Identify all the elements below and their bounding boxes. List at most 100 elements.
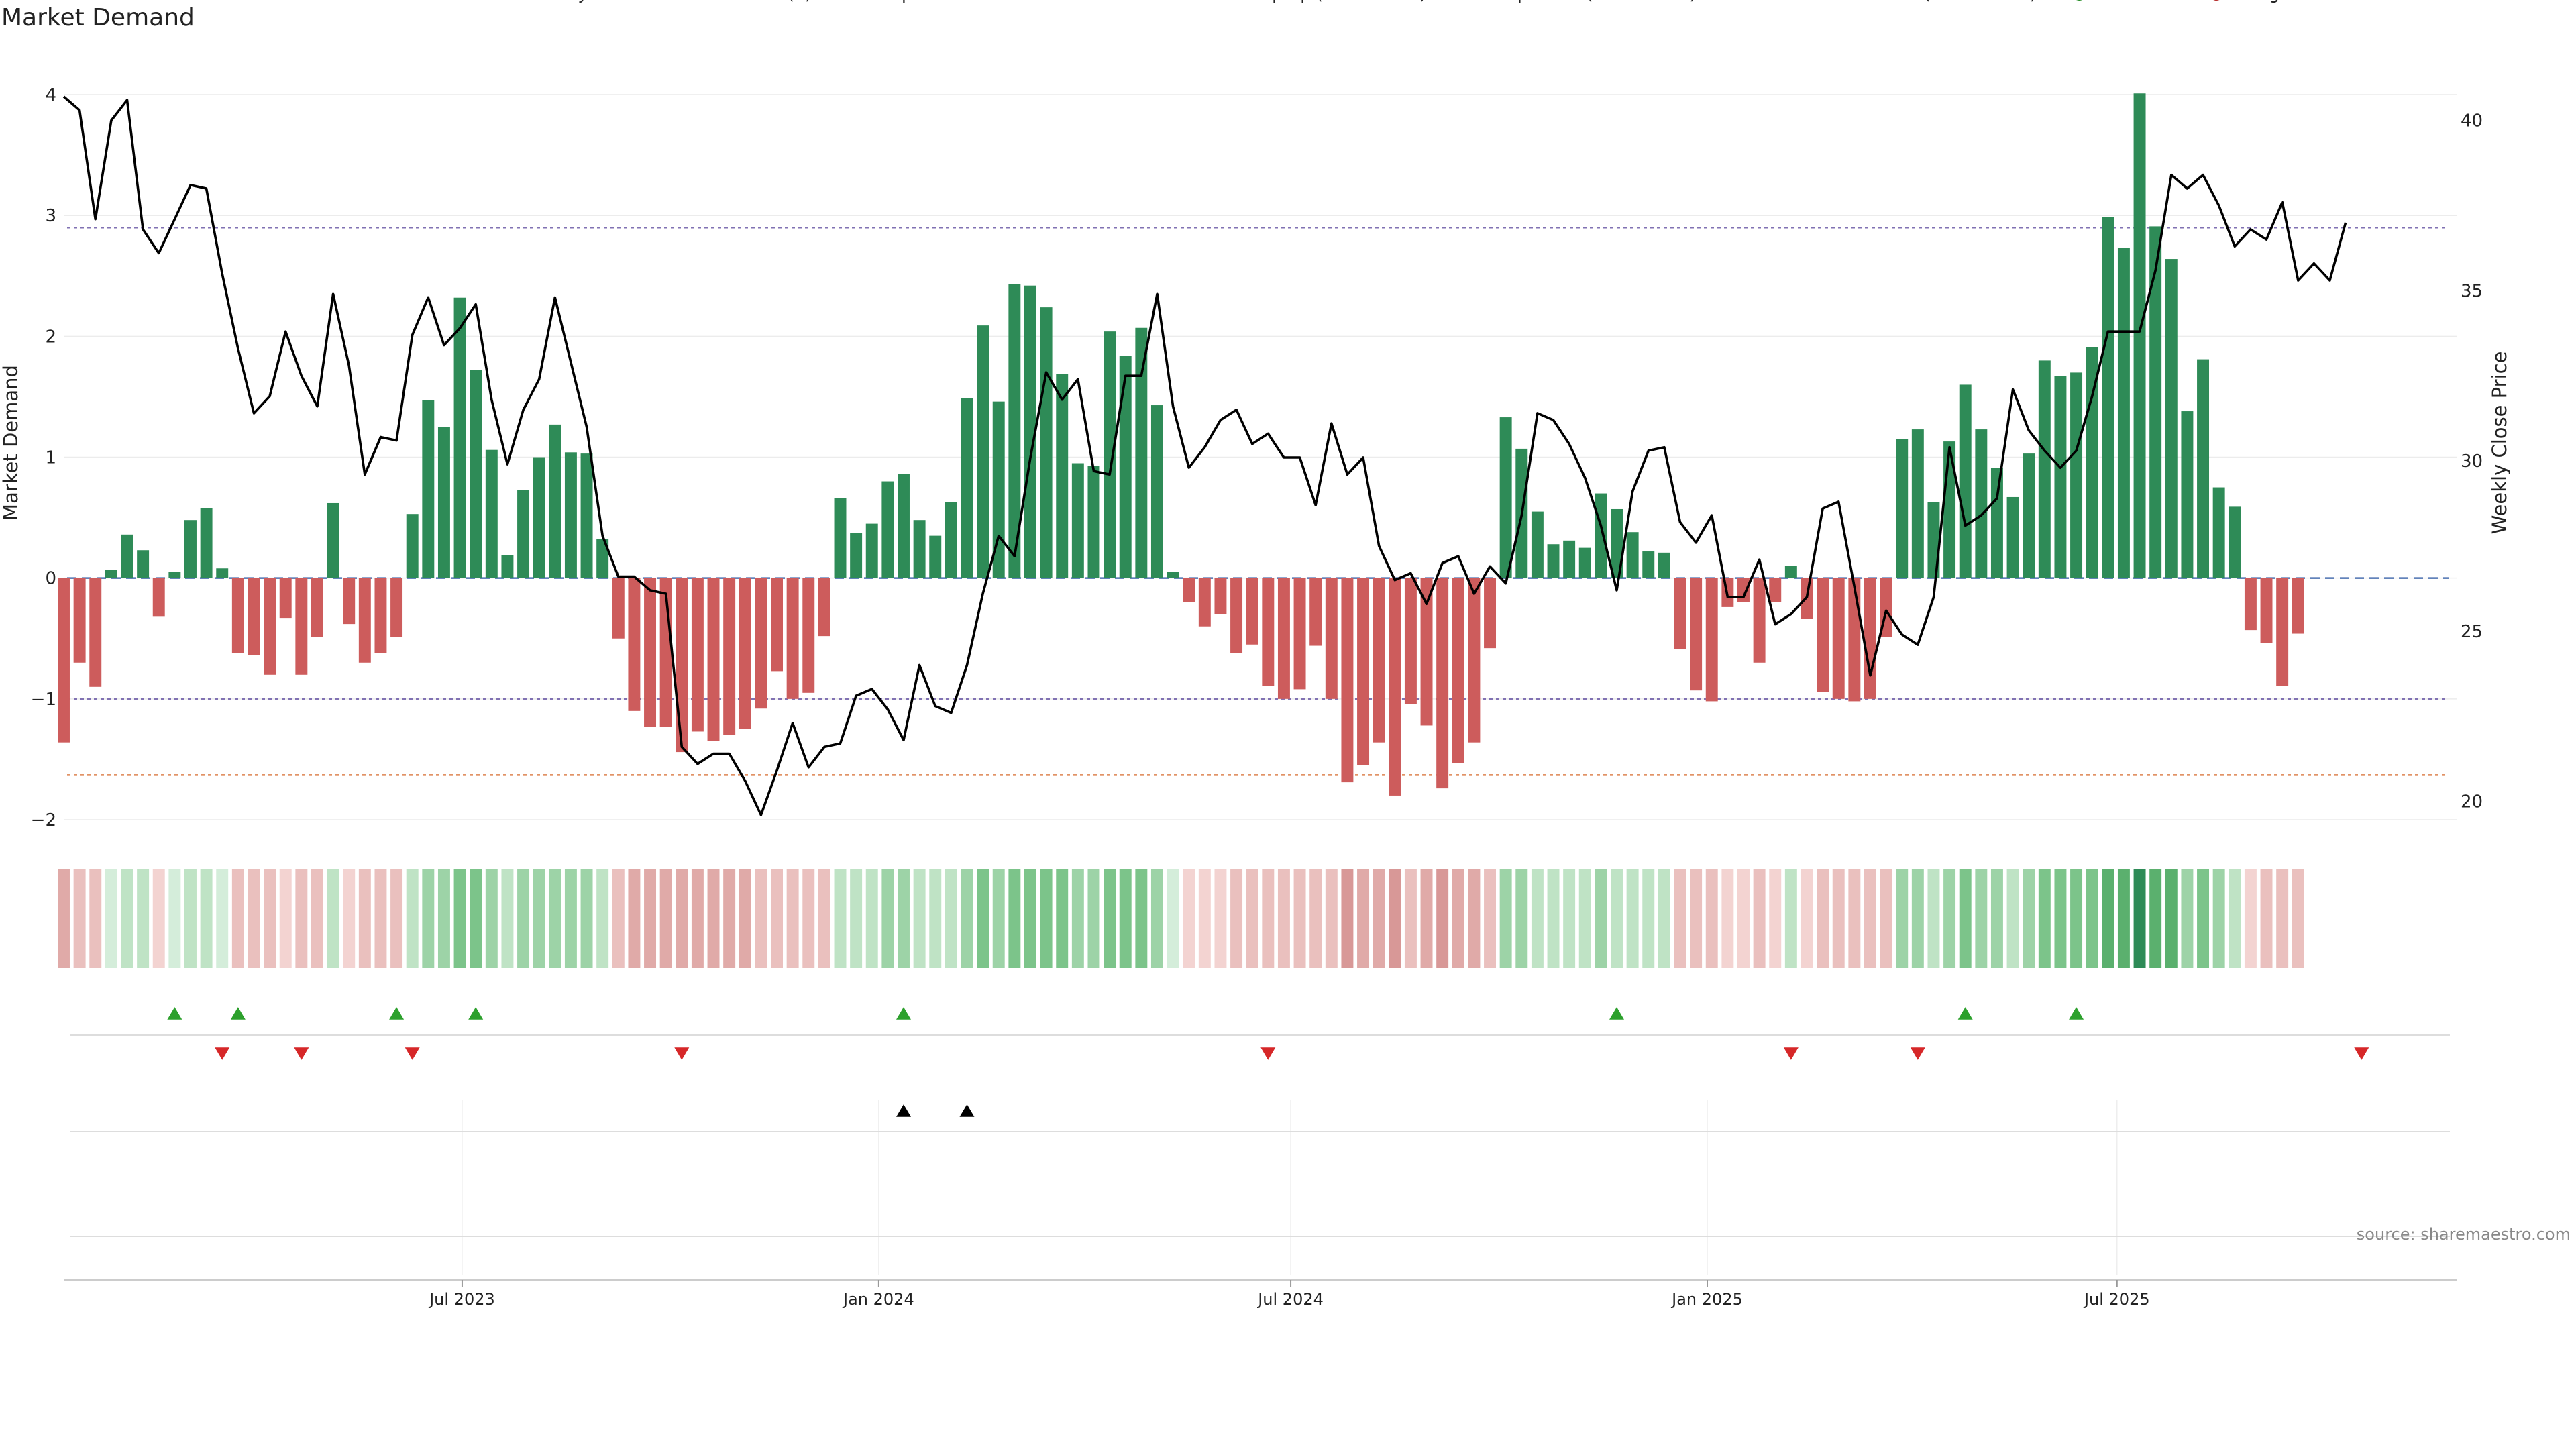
heat-cell — [1927, 869, 1940, 968]
heat-cell — [1705, 869, 1718, 968]
demand-bar — [1959, 384, 1972, 578]
demand-bar — [1817, 578, 1829, 692]
heat-cell — [850, 869, 863, 968]
y-tick-label: −1 — [31, 690, 56, 710]
heat-cell — [1420, 869, 1433, 968]
demand-bar — [390, 578, 403, 637]
heat-cell — [1230, 869, 1243, 968]
y-tick-label: 0 — [45, 569, 56, 589]
legend-label: Positive — [2109, 0, 2174, 3]
demand-bar — [1848, 578, 1861, 702]
heat-cell — [1246, 869, 1258, 968]
heat-cell — [707, 869, 720, 968]
heat-cell — [279, 869, 292, 968]
demand-bar — [771, 578, 783, 672]
heat-cell — [2276, 869, 2289, 968]
heat-cell — [961, 869, 973, 968]
demand-bar — [1864, 578, 1876, 699]
heat-cell — [1389, 869, 1401, 968]
legend-item: Flip Up (Red→Green) — [1253, 0, 1426, 3]
demand-bar — [707, 578, 720, 741]
flip-down-marker — [215, 1047, 230, 1060]
demand-bar — [152, 578, 165, 617]
demand-bar — [644, 578, 657, 727]
demand-bar — [596, 539, 609, 578]
heat-cell — [248, 869, 260, 968]
heat-cell — [2086, 869, 2098, 968]
legend: Weekly Close Baseline (0) Top Bottom -1 leve… — [527, 0, 2321, 3]
flip-up-marker — [2069, 1007, 2084, 1020]
heat-cell — [2181, 869, 2194, 968]
heat-cell — [1801, 869, 1813, 968]
demand-bar — [295, 578, 308, 675]
demand-bar — [1277, 578, 1290, 699]
heat-cell — [913, 869, 926, 968]
demand-bar — [485, 449, 498, 578]
heat-cell — [802, 869, 815, 968]
heat-cell — [1975, 869, 1988, 968]
legend-item: Negative — [2213, 0, 2321, 3]
demand-bar — [1104, 331, 1116, 578]
heat-cell — [1563, 869, 1576, 968]
demand-bar — [1214, 578, 1227, 614]
heat-cell — [755, 869, 767, 968]
demand-bar — [850, 533, 863, 578]
demand-bar — [184, 520, 197, 578]
demand-bar — [1911, 429, 1924, 578]
heat-cell — [1071, 869, 1084, 968]
demand-bar — [1183, 578, 1195, 602]
legend-item: Baseline (0) — [711, 0, 811, 3]
heat-cell — [1484, 869, 1497, 968]
heat-cell — [1404, 869, 1417, 968]
heat-cell — [264, 869, 276, 968]
demand-bar — [1150, 405, 1163, 578]
legend-item: Bottom — [985, 0, 1046, 3]
demand-bar — [1436, 578, 1449, 789]
heat-cell — [437, 869, 450, 968]
demand-bar — [929, 535, 942, 578]
heat-cell — [1690, 869, 1703, 968]
heat-cell — [1357, 869, 1370, 968]
legend-label: Price crosses -1 ↑ (Demand ref) — [1768, 0, 2036, 3]
heat-cell — [2006, 869, 2019, 968]
demand-bar — [437, 427, 450, 578]
heat-cell — [628, 869, 641, 968]
demand-bar — [2244, 578, 2257, 631]
demand-bar — [1484, 578, 1497, 649]
heat-cell — [358, 869, 371, 968]
heat-cell — [2197, 869, 2210, 968]
demand-bar — [1024, 285, 1036, 578]
heat-cell — [1817, 869, 1829, 968]
heat-cell — [2038, 869, 2051, 968]
demand-bar — [961, 398, 973, 578]
demand-bar — [2276, 578, 2289, 686]
demand-bar — [1135, 327, 1148, 578]
heat-cell — [739, 869, 751, 968]
demand-bar — [834, 498, 847, 578]
demand-bar — [1087, 466, 1100, 578]
heat-cell — [184, 869, 197, 968]
demand-bar — [1056, 374, 1069, 578]
heat-cell — [1468, 869, 1481, 968]
demand-bar — [1309, 578, 1322, 646]
heat-cell — [1024, 869, 1036, 968]
demand-bar — [533, 457, 545, 578]
x-tick-label: Jul 2025 — [2083, 1290, 2150, 1309]
heat-cell — [406, 869, 419, 968]
flip-up-marker — [167, 1007, 182, 1020]
legend-label: Bottom — [985, 0, 1046, 3]
heat-cell — [1531, 869, 1544, 968]
heat-cell — [1784, 869, 1797, 968]
heat-cell — [818, 869, 830, 968]
demand-bar — [580, 453, 593, 578]
demand-bar — [1325, 578, 1338, 699]
demand-bar — [2292, 578, 2304, 634]
y-tick-label: 1 — [45, 448, 56, 468]
grid-layer — [64, 94, 2457, 1275]
y2-tick-label: 40 — [2461, 111, 2483, 131]
heat-cell — [1515, 869, 1528, 968]
demand-bar — [501, 555, 514, 578]
demand-bar — [121, 534, 133, 578]
heat-cell — [1769, 869, 1782, 968]
heat-cell — [1896, 869, 1909, 968]
